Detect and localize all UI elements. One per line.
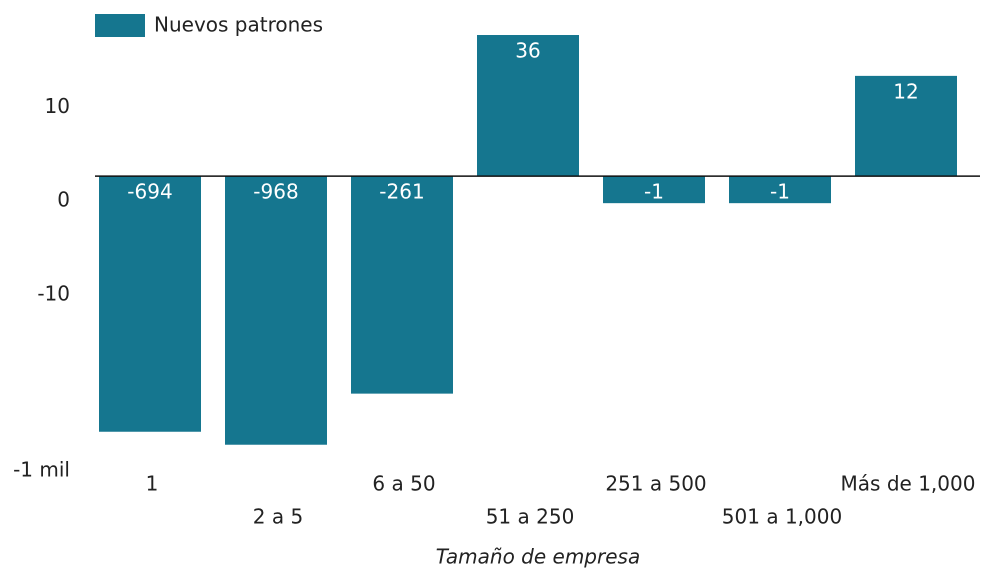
bar (477, 35, 579, 177)
y-tick-label: -10 (37, 281, 70, 305)
value-label: -1 (644, 180, 664, 204)
value-label: -261 (379, 180, 424, 204)
value-label: 12 (893, 79, 918, 103)
x-axis-title: Tamaño de empresa (436, 545, 640, 569)
x-tick-label: Más de 1,000 (841, 472, 976, 496)
value-label: 36 (515, 39, 540, 63)
bar (729, 176, 831, 204)
y-tick-label: -1 mil (13, 458, 70, 482)
bar (99, 176, 201, 432)
value-label: -968 (253, 180, 298, 204)
legend-label: Nuevos patrones (154, 13, 323, 37)
value-label: -1 (770, 180, 790, 204)
x-tick-label: 501 a 1,000 (722, 505, 842, 529)
bar (855, 75, 957, 177)
bar (225, 176, 327, 445)
y-tick-label: 10 (45, 94, 70, 118)
bar (351, 176, 453, 394)
x-tick-label: 1 (146, 472, 159, 496)
x-tick-label: 6 a 50 (372, 472, 435, 496)
x-tick-label: 251 a 500 (605, 472, 706, 496)
bar (603, 176, 705, 204)
x-tick-label: 2 a 5 (253, 505, 303, 529)
y-tick-label: 0 (57, 188, 70, 212)
value-label: -694 (127, 180, 172, 204)
x-tick-label: 51 a 250 (486, 505, 575, 529)
legend-swatch (95, 14, 145, 37)
